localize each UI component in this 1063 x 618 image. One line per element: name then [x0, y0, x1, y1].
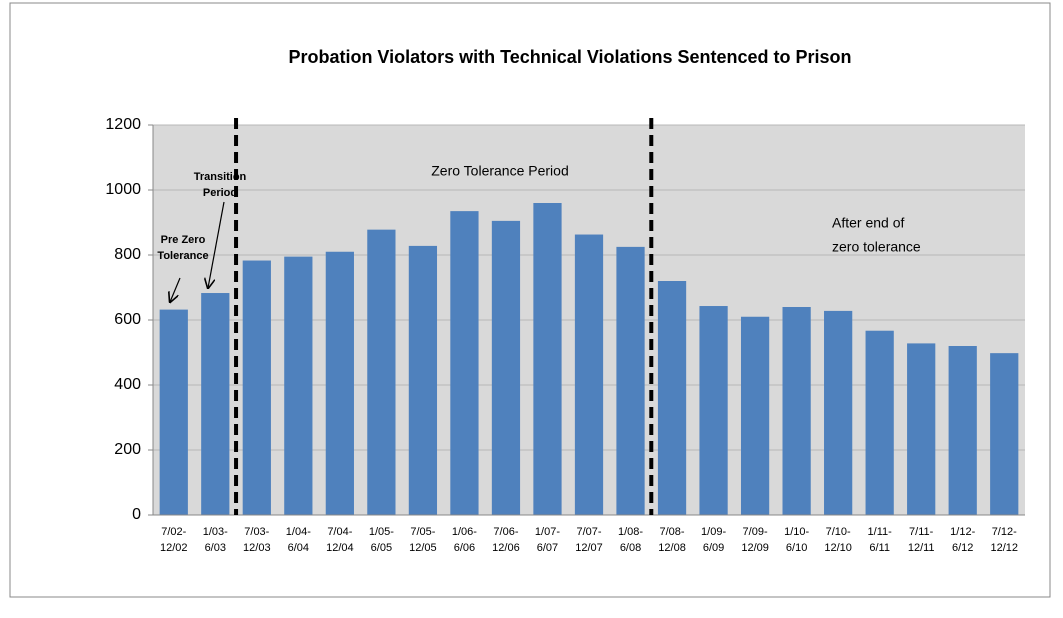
y-tick-label: 1000	[105, 181, 141, 198]
x-tick-label: 1/04-6/04	[286, 526, 311, 554]
arrow	[170, 277, 181, 302]
x-tick-label: 7/06-12/06	[492, 526, 520, 554]
x-tick-label: 7/04-12/04	[326, 526, 354, 554]
x-tick-label: 1/05-6/05	[369, 526, 394, 554]
arrow	[208, 201, 225, 288]
bar	[948, 346, 977, 515]
bar	[159, 309, 188, 515]
annotation: Pre Zero	[161, 234, 206, 246]
bar	[533, 203, 562, 515]
bar	[201, 293, 230, 515]
bar	[699, 306, 728, 515]
y-tick-label: 400	[114, 376, 141, 393]
annotation: Zero Tolerance Period	[431, 163, 568, 179]
annotation: zero tolerance	[832, 239, 921, 255]
x-tick-label: 1/08-6/08	[618, 526, 643, 554]
x-tick-label: 7/08-12/08	[658, 526, 686, 554]
chart-title: Probation Violators with Technical Viola…	[288, 47, 851, 67]
x-tick-label: 7/11-12/11	[908, 526, 935, 554]
x-tick-label: 1/11-6/11	[868, 526, 893, 554]
bar	[242, 260, 271, 515]
y-tick-label: 0	[132, 506, 141, 523]
y-tick-label: 1200	[105, 116, 141, 133]
bar	[408, 245, 438, 515]
bar	[740, 316, 770, 515]
x-tick-label: 7/03-12/03	[243, 526, 271, 554]
x-tick-label: 7/10-12/10	[824, 526, 852, 554]
bar	[824, 310, 853, 515]
bar	[574, 234, 604, 515]
x-tick-label: 7/12-12/12	[990, 526, 1018, 554]
x-tick-label: 1/06-6/06	[452, 526, 477, 554]
bar	[782, 307, 811, 515]
y-tick-label: 600	[114, 311, 141, 328]
x-tick-label: 1/03-6/03	[203, 526, 228, 554]
bar	[367, 229, 396, 515]
bars	[159, 203, 1019, 515]
bar	[657, 281, 687, 515]
y-tick-label: 200	[114, 441, 141, 458]
x-tick-label: 7/07-12/07	[575, 526, 603, 554]
bar	[865, 330, 894, 515]
x-tick-label: 1/10-6/10	[784, 526, 809, 554]
x-tick-label: 1/12-6/12	[950, 526, 975, 554]
bar	[491, 220, 521, 515]
x-tick-label: 7/09-12/09	[741, 526, 769, 554]
bar	[450, 211, 479, 515]
bar	[990, 353, 1019, 515]
annotation: After end of	[832, 215, 904, 231]
annotation: Tolerance	[157, 250, 208, 262]
x-tick-label: 7/02-12/02	[160, 526, 188, 554]
bar	[325, 251, 354, 515]
x-tick-label: 7/05-12/05	[409, 526, 437, 554]
annotation: Transition	[194, 171, 247, 183]
bar	[616, 246, 645, 515]
x-tick-label: 1/07-6/07	[535, 526, 560, 554]
y-tick-label: 800	[114, 246, 141, 263]
annotation: Period	[203, 187, 237, 199]
x-tick-label: 1/09-6/09	[701, 526, 726, 554]
bar	[907, 343, 936, 515]
bar	[284, 256, 313, 515]
